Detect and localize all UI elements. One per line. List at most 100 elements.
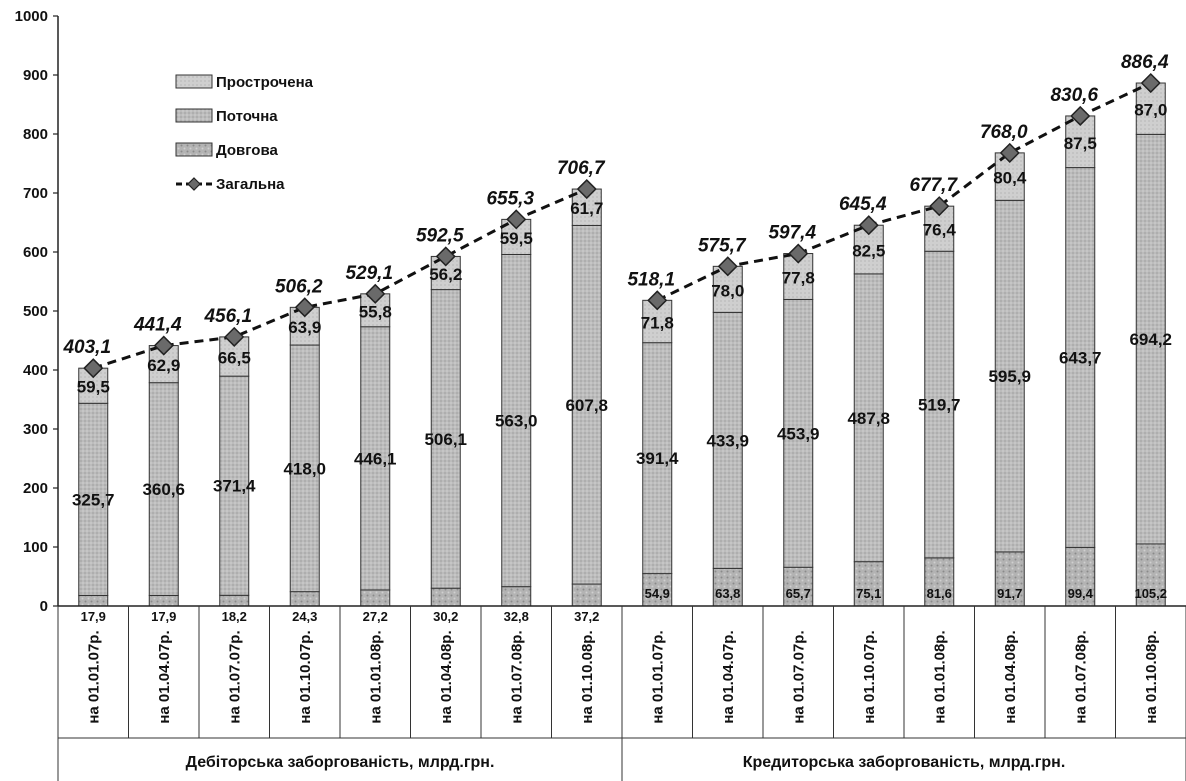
category-label: на 01.07.07р. [790, 630, 807, 723]
bar-segment-potochna [219, 375, 250, 596]
legend-swatch [175, 142, 213, 157]
legend-label: Поточна [216, 108, 278, 125]
total-label: 529,1 [345, 263, 393, 284]
category-label: на 01.01.07р. [85, 630, 102, 723]
data-label: 391,4 [636, 449, 679, 468]
bar-segment-potochna [924, 250, 955, 559]
y-tick-label: 200 [23, 480, 48, 497]
legend-diamond-marker [187, 177, 201, 191]
data-label: 77,8 [782, 268, 815, 287]
data-label: 91,7 [997, 586, 1022, 601]
data-label: 76,4 [923, 221, 957, 240]
data-label: 32,8 [504, 609, 529, 624]
data-label: 71,8 [641, 314, 674, 333]
category-label: на 01.01.07р. [649, 630, 666, 723]
total-label: 645,4 [839, 194, 887, 215]
total-marker [83, 358, 104, 379]
data-label: 27,2 [363, 609, 388, 624]
category-label: на 01.04.08р. [438, 630, 455, 723]
data-label: 643,7 [1059, 348, 1102, 367]
total-marker [224, 326, 245, 347]
bar-segment-potochna [430, 289, 461, 589]
data-label: 325,7 [72, 490, 115, 509]
data-label: 487,8 [847, 409, 890, 428]
bar-segment-dovgova [571, 583, 602, 607]
data-label: 59,5 [500, 229, 533, 248]
category-label: на 01.04.07р. [156, 630, 173, 723]
category-label: на 01.10.07р. [861, 630, 878, 723]
data-label: 418,0 [283, 459, 326, 478]
total-label: 518,1 [627, 269, 675, 290]
data-label: 65,7 [786, 586, 811, 601]
total-marker [294, 297, 315, 318]
data-label: 82,5 [852, 242, 885, 261]
bar-segment-dovgova [430, 587, 461, 607]
total-marker [929, 196, 950, 217]
data-label: 66,5 [218, 349, 251, 368]
total-marker [153, 335, 174, 356]
data-label: 446,1 [354, 449, 397, 468]
bar-labels: 17,9 325,7 59,5 17,9 360,6 62,9 18,2 371,4 66,5 2… [72, 101, 1172, 624]
data-label: 59,5 [77, 378, 110, 397]
data-label: 17,9 [81, 609, 106, 624]
bar-segment-potochna [642, 342, 673, 575]
data-label: 87,5 [1064, 134, 1097, 153]
total-label: 706,7 [557, 158, 606, 179]
y-tick-label: 900 [23, 67, 48, 84]
total-marker [576, 178, 597, 200]
axes: 0 100 200 300 400 500 600 700 800 900 1000 [15, 8, 59, 615]
legend-label: Загальна [216, 176, 285, 193]
data-label: 54,9 [645, 586, 670, 601]
total-marker [788, 243, 809, 264]
data-label: 371,4 [213, 477, 256, 496]
data-label: 56,2 [429, 265, 462, 284]
data-label: 607,8 [565, 396, 608, 415]
total-label: 403,1 [62, 337, 111, 358]
total-label: 597,4 [768, 223, 816, 244]
category-label: на 01.10.07р. [297, 630, 314, 723]
data-label: 78,0 [711, 281, 744, 300]
y-tick-label: 100 [23, 539, 48, 556]
data-label: 506,1 [424, 430, 467, 449]
data-label: 433,9 [706, 431, 749, 450]
bar-segment-dovgova [501, 586, 532, 607]
data-label: 61,7 [570, 199, 603, 218]
category-label: на 01.10.08р. [579, 630, 596, 723]
bar-segment-potochna [994, 199, 1025, 553]
data-label: 99,4 [1068, 586, 1094, 601]
bar-segment-dovgova [78, 594, 109, 607]
legend-label: Довгова [216, 142, 278, 159]
data-label: 37,2 [574, 609, 599, 624]
total-line-segment [92, 187, 588, 370]
total-label: 830,6 [1050, 85, 1098, 106]
data-label: 105,2 [1134, 586, 1167, 601]
bar-segment-potochna [1135, 133, 1166, 545]
bar-segment-potochna [78, 402, 109, 596]
total-marker [435, 246, 456, 267]
total-label: 592,5 [416, 225, 464, 246]
bar-segment-potochna [571, 224, 602, 585]
total-marker [999, 142, 1020, 163]
total-marker [1070, 105, 1091, 127]
data-label: 694,2 [1129, 330, 1172, 349]
category-label: на 01.07.08р. [1072, 630, 1089, 723]
data-label: 81,6 [927, 586, 952, 601]
y-tick-label: 500 [23, 303, 48, 320]
data-label: 18,2 [222, 609, 247, 624]
category-label: на 01.07.08р. [508, 630, 525, 723]
total-marker [717, 256, 738, 277]
total-label: 575,7 [698, 235, 747, 256]
total-label: 506,2 [275, 276, 323, 297]
data-label: 55,8 [359, 302, 392, 321]
bar-segment-potochna [853, 273, 884, 563]
y-tick-label: 800 [23, 126, 48, 143]
data-label: 24,3 [292, 609, 317, 624]
total-line [83, 72, 1161, 379]
legend-swatch [175, 74, 213, 89]
data-label: 87,0 [1134, 101, 1167, 120]
total-label: 456,1 [203, 306, 252, 327]
group-label: Дебіторська заборгованість, млрд.грн. [186, 754, 495, 771]
data-label: 453,9 [777, 424, 820, 443]
category-label: на 01.01.08р. [367, 630, 384, 723]
data-label: 595,9 [988, 367, 1031, 386]
